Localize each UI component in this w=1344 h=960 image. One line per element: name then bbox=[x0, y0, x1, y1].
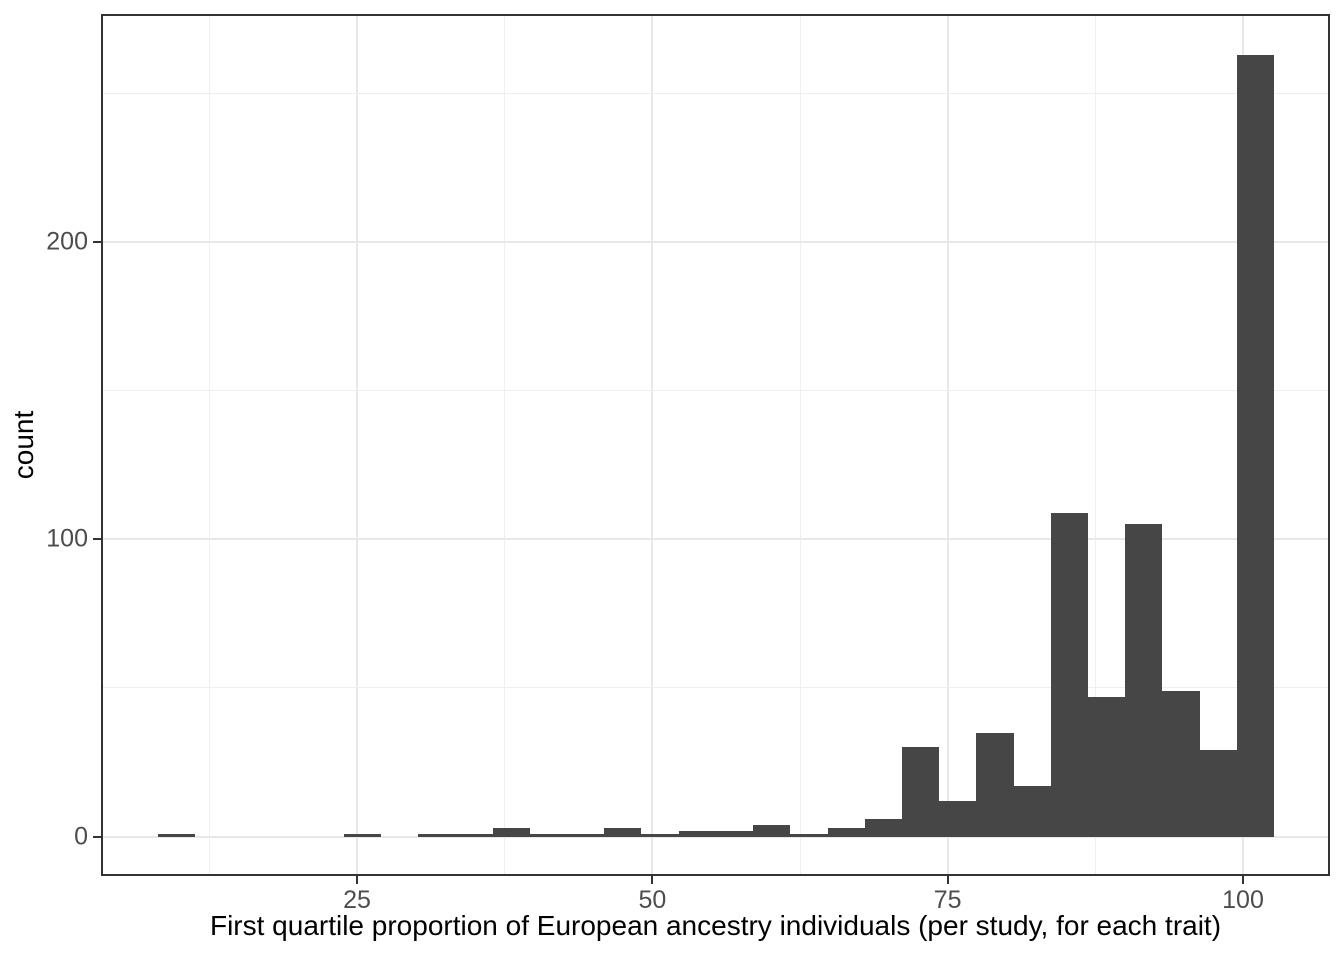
histogram-bar bbox=[157, 833, 195, 837]
histogram-bar bbox=[567, 833, 605, 837]
x-minor-gridline bbox=[799, 15, 801, 875]
x-axis-title: First quartile proportion of European an… bbox=[209, 910, 1222, 941]
y-tick-label: 0 bbox=[74, 822, 88, 851]
x-tick-label: 50 bbox=[638, 886, 667, 914]
histogram-bar bbox=[529, 833, 568, 837]
x-minor-gridline bbox=[208, 15, 210, 875]
histogram-bar bbox=[1125, 524, 1163, 837]
y-minor-gridline bbox=[102, 390, 1329, 392]
y-tick-label: 100 bbox=[46, 524, 88, 553]
histogram-bar bbox=[901, 747, 940, 837]
histogram-bar bbox=[492, 827, 530, 837]
x-tick-mark bbox=[946, 876, 949, 884]
histogram-bar bbox=[678, 830, 716, 837]
y-minor-gridline bbox=[102, 687, 1329, 689]
histogram-bar bbox=[827, 827, 865, 837]
x-major-gridline bbox=[356, 15, 359, 875]
histogram-bar bbox=[753, 824, 791, 837]
histogram-bar bbox=[1013, 786, 1051, 837]
x-tick-mark bbox=[1242, 876, 1244, 884]
x-tick-label: 25 bbox=[343, 886, 371, 914]
y-tick-label: 200 bbox=[46, 227, 88, 256]
x-tick-label: 100 bbox=[1222, 886, 1264, 914]
x-minor-gridline bbox=[1094, 15, 1096, 875]
y-tick-mark bbox=[93, 835, 101, 838]
histogram-bar bbox=[641, 833, 679, 837]
y-tick-mark bbox=[93, 538, 101, 541]
histogram-bar bbox=[939, 800, 977, 837]
x-minor-gridline bbox=[504, 15, 506, 875]
y-minor-gridline bbox=[102, 92, 1329, 94]
histogram-bar bbox=[418, 833, 456, 837]
histogram-bar bbox=[455, 833, 493, 837]
histogram-bar bbox=[1199, 750, 1237, 837]
x-major-gridline bbox=[946, 15, 949, 875]
y-major-gridline bbox=[102, 240, 1329, 243]
histogram-bar bbox=[1162, 690, 1200, 837]
histogram-bar bbox=[864, 818, 902, 837]
histogram-bar bbox=[790, 833, 828, 837]
y-major-gridline bbox=[102, 835, 1329, 838]
x-tick-label: 75 bbox=[933, 886, 962, 914]
y-axis-title: count bbox=[8, 410, 39, 480]
histogram-bar bbox=[1088, 696, 1126, 837]
x-tick-mark bbox=[356, 876, 359, 884]
y-major-gridline bbox=[102, 538, 1329, 541]
histogram-bar bbox=[1050, 512, 1088, 837]
histogram-bar bbox=[976, 732, 1014, 837]
histogram-bar bbox=[715, 830, 754, 837]
y-tick-mark bbox=[93, 240, 101, 243]
histogram-bar bbox=[604, 827, 642, 837]
x-major-gridline bbox=[651, 15, 654, 875]
histogram-bar bbox=[1236, 54, 1275, 837]
histogram-bar bbox=[343, 833, 381, 837]
x-tick-mark bbox=[651, 876, 654, 884]
